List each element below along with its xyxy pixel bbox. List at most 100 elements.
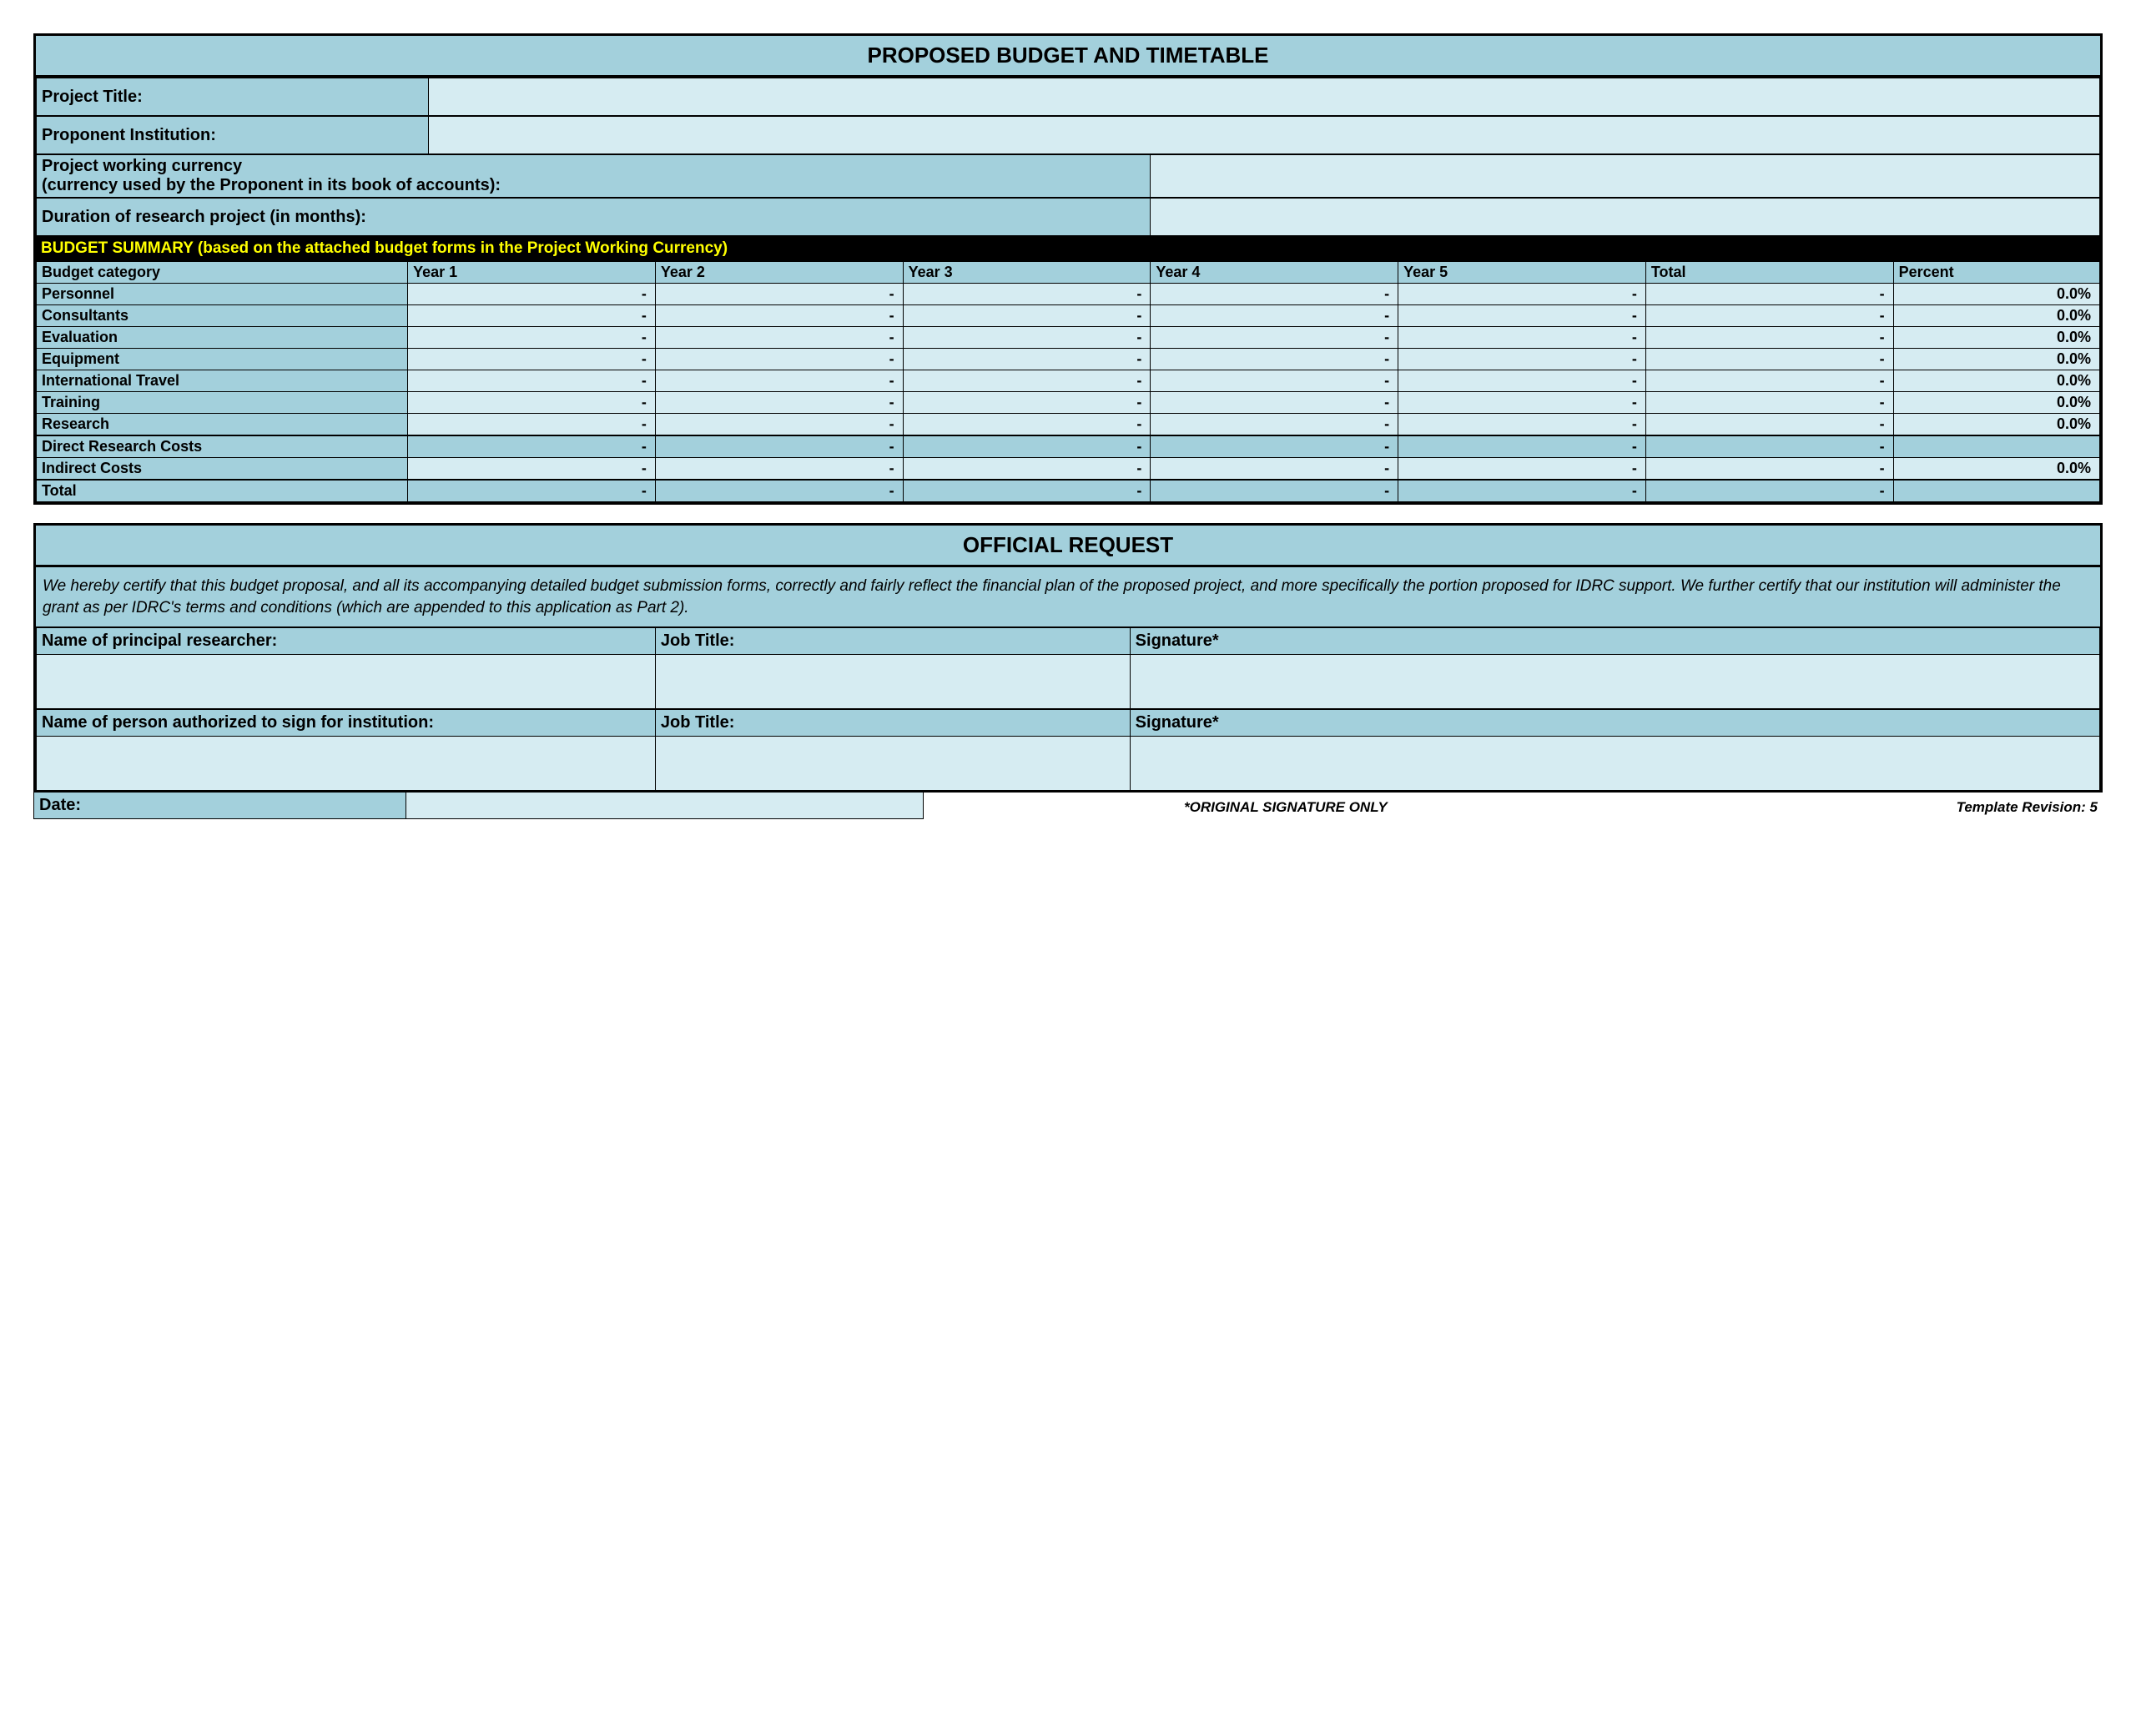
duration-label: Duration of research project (in months)… (37, 198, 1151, 236)
budget-total: - (1645, 392, 1893, 414)
budget-total: - (1645, 284, 1893, 305)
budget-y3: - (903, 284, 1151, 305)
budget-y3: - (903, 305, 1151, 327)
budget-y2: - (655, 458, 903, 481)
footer-table: Date: *ORIGINAL SIGNATURE ONLY Template … (33, 791, 2103, 819)
budget-summary-bar: BUDGET SUMMARY (based on the attached bu… (36, 236, 2100, 261)
authorized-sig-field[interactable] (1130, 737, 2099, 791)
budget-total: - (1645, 327, 1893, 349)
budget-pct: 0.0% (1893, 370, 2099, 392)
budget-y3: - (903, 349, 1151, 370)
budget-y2: - (655, 435, 903, 458)
budget-total: - (1645, 435, 1893, 458)
budget-row-2: Evaluation------0.0% (37, 327, 2100, 349)
budget-cat: Personnel (37, 284, 408, 305)
budget-y5: - (1398, 435, 1646, 458)
budget-row-1: Consultants------0.0% (37, 305, 2100, 327)
date-field[interactable] (406, 792, 924, 819)
budget-pct: 0.0% (1893, 392, 2099, 414)
budget-y5: - (1398, 327, 1646, 349)
budget-cat: Indirect Costs (37, 458, 408, 481)
budget-y1: - (408, 392, 656, 414)
budget-y4: - (1151, 349, 1398, 370)
budget-cat: Research (37, 414, 408, 436)
budget-y3: - (903, 435, 1151, 458)
budget-row-5: Training------0.0% (37, 392, 2100, 414)
budget-total: - (1645, 305, 1893, 327)
budget-y2: - (655, 370, 903, 392)
budget-total: - (1645, 370, 1893, 392)
principal-name-field[interactable] (37, 655, 656, 710)
principal-sig-field[interactable] (1130, 655, 2099, 710)
budget-y1: - (408, 458, 656, 481)
budget-y5: - (1398, 392, 1646, 414)
budget-y1: - (408, 349, 656, 370)
budget-y5: - (1398, 458, 1646, 481)
budget-y1: - (408, 480, 656, 502)
principal-name-label: Name of principal researcher: (37, 627, 656, 655)
budget-y3: - (903, 327, 1151, 349)
budget-y2: - (655, 349, 903, 370)
col-total: Total (1645, 262, 1893, 284)
budget-y3: - (903, 480, 1151, 502)
col-year5: Year 5 (1398, 262, 1646, 284)
project-title-field[interactable] (428, 78, 2099, 117)
authorized-job-field[interactable] (655, 737, 1130, 791)
budget-total: - (1645, 480, 1893, 502)
currency-label: Project working currency (currency used … (37, 154, 1151, 198)
principal-job-field[interactable] (655, 655, 1130, 710)
budget-y5: - (1398, 305, 1646, 327)
budget-total: - (1645, 458, 1893, 481)
currency-field[interactable] (1151, 154, 2100, 198)
budget-y5: - (1398, 414, 1646, 436)
budget-y3: - (903, 392, 1151, 414)
budget-y4: - (1151, 284, 1398, 305)
budget-row-9: Total------ (37, 480, 2100, 502)
budget-row-4: International Travel------0.0% (37, 370, 2100, 392)
budget-pct: 0.0% (1893, 305, 2099, 327)
budget-y1: - (408, 370, 656, 392)
budget-y4: - (1151, 305, 1398, 327)
budget-cat: Consultants (37, 305, 408, 327)
col-category: Budget category (37, 262, 408, 284)
certification-text: We hereby certify that this budget propo… (36, 567, 2100, 626)
budget-y4: - (1151, 414, 1398, 436)
budget-pct (1893, 480, 2099, 502)
budget-y4: - (1151, 392, 1398, 414)
budget-y3: - (903, 458, 1151, 481)
col-year1: Year 1 (408, 262, 656, 284)
col-percent: Percent (1893, 262, 2099, 284)
budget-y3: - (903, 370, 1151, 392)
budget-y5: - (1398, 480, 1646, 502)
original-signature-note: *ORIGINAL SIGNATURE ONLY (924, 792, 1648, 819)
budget-y2: - (655, 480, 903, 502)
budget-total: - (1645, 414, 1893, 436)
budget-cat: Direct Research Costs (37, 435, 408, 458)
authorized-name-field[interactable] (37, 737, 656, 791)
proponent-field[interactable] (428, 116, 2099, 154)
budget-y4: - (1151, 480, 1398, 502)
budget-cat: International Travel (37, 370, 408, 392)
budget-y5: - (1398, 349, 1646, 370)
budget-row-6: Research------0.0% (37, 414, 2100, 436)
budget-y5: - (1398, 284, 1646, 305)
budget-y2: - (655, 284, 903, 305)
budget-y2: - (655, 392, 903, 414)
section-title: PROPOSED BUDGET AND TIMETABLE (36, 36, 2100, 78)
budget-y1: - (408, 327, 656, 349)
budget-y3: - (903, 414, 1151, 436)
budget-y4: - (1151, 370, 1398, 392)
official-title: OFFICIAL REQUEST (36, 526, 2100, 567)
budget-row-3: Equipment------0.0% (37, 349, 2100, 370)
budget-y1: - (408, 414, 656, 436)
duration-field[interactable] (1151, 198, 2100, 236)
principal-sig-label: Signature* (1130, 627, 2099, 655)
col-year3: Year 3 (903, 262, 1151, 284)
budget-section: PROPOSED BUDGET AND TIMETABLE Project Ti… (33, 33, 2103, 505)
budget-pct: 0.0% (1893, 414, 2099, 436)
proponent-label: Proponent Institution: (37, 116, 429, 154)
budget-y2: - (655, 305, 903, 327)
official-request-section: OFFICIAL REQUEST We hereby certify that … (33, 523, 2103, 791)
budget-y4: - (1151, 327, 1398, 349)
budget-summary-table: Budget category Year 1 Year 2 Year 3 Yea… (36, 261, 2100, 502)
